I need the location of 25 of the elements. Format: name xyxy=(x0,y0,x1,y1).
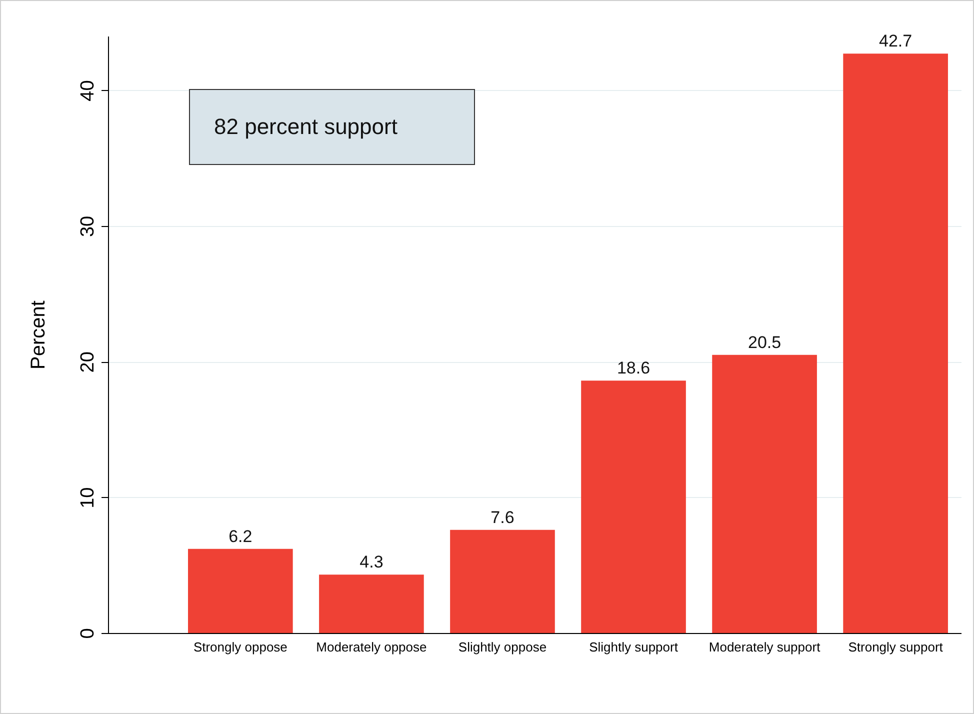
x-tick-label: Slightly support xyxy=(589,640,678,654)
y-tick-label: 10 xyxy=(78,487,98,508)
x-tick-label: Moderately support xyxy=(708,640,821,654)
y-tick-label: 30 xyxy=(78,216,98,238)
data-label: 4.3 xyxy=(360,552,384,572)
data-label: 18.6 xyxy=(616,358,650,378)
data-label: 20.5 xyxy=(748,332,782,352)
bar xyxy=(843,54,948,633)
data-label: 6.2 xyxy=(228,526,252,546)
x-tick-label: Moderately oppose xyxy=(316,640,427,654)
x-tick-label: Slightly oppose xyxy=(458,640,547,654)
y-tick-label: 20 xyxy=(78,352,98,373)
bar xyxy=(581,380,686,633)
y-tick-label: 0 xyxy=(78,628,98,639)
note-box: 82 percent support xyxy=(189,89,475,165)
data-label: 42.7 xyxy=(879,32,912,51)
bar xyxy=(319,574,424,633)
x-tick-label: Strongly support xyxy=(848,640,944,654)
data-label: 7.6 xyxy=(490,508,514,527)
bar xyxy=(712,354,817,633)
bar xyxy=(450,530,555,633)
y-tick-label: 40 xyxy=(78,80,98,102)
bar xyxy=(188,548,293,633)
x-tick-label: Strongly oppose xyxy=(193,640,288,654)
y-axis-title: Percent xyxy=(28,300,50,370)
